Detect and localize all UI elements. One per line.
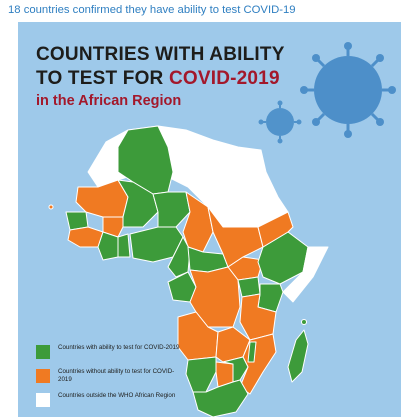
virus-icon	[258, 42, 396, 144]
country-malawi	[247, 341, 257, 363]
island-mauritius	[301, 319, 307, 325]
country-south-africa	[192, 379, 249, 417]
legend-swatch-outside	[36, 393, 50, 407]
title-highlight: COVID-2019	[168, 68, 280, 89]
infographic-panel: COUNTRIES WITH ABILITY TO TEST FOR COVID…	[18, 22, 401, 417]
country-uganda	[237, 276, 261, 298]
country-ethiopia	[257, 231, 309, 285]
legend-item-unable: Countries without ability to test for CO…	[36, 366, 186, 388]
header-bar: 18 countries confirmed they have ability…	[0, 0, 419, 22]
legend-label: Countries without ability to test for CO…	[58, 368, 175, 383]
legend-label: Countries with ability to test for COVID…	[58, 344, 180, 351]
country-guinea	[67, 226, 104, 248]
country-namibia	[185, 356, 217, 393]
legend-swatch-unable	[36, 369, 50, 383]
africa-map	[48, 42, 396, 417]
legend-swatch-able	[36, 345, 50, 359]
legend-label: Countries outside the WHO African Region	[58, 392, 176, 399]
infographic-subtitle: in the African Region	[36, 93, 182, 109]
country-mauritania	[75, 179, 129, 218]
country-madagascar	[287, 329, 309, 383]
infographic-title-line2: TO TEST FOR COVID-2019	[36, 68, 280, 90]
legend-item-outside: Countries outside the WHO African Region	[36, 390, 186, 412]
country-somalia	[282, 246, 329, 303]
legend-item-able: Countries with ability to test for COVID…	[36, 342, 186, 364]
country-mali	[117, 179, 159, 228]
header-link[interactable]: 18 countries confirmed they have ability…	[8, 4, 296, 16]
country-niger	[152, 191, 191, 228]
country-eritrea	[257, 211, 294, 248]
title-prefix: TO TEST FOR	[36, 68, 169, 89]
country-tanzania	[239, 293, 277, 341]
map-legend: Countries with ability to test for COVID…	[36, 342, 186, 414]
infographic-title-line1: COUNTRIES WITH ABILITY	[36, 44, 285, 65]
island-cabo-verde	[48, 204, 54, 210]
country-ghana	[117, 233, 131, 258]
country-burkina	[102, 216, 124, 238]
